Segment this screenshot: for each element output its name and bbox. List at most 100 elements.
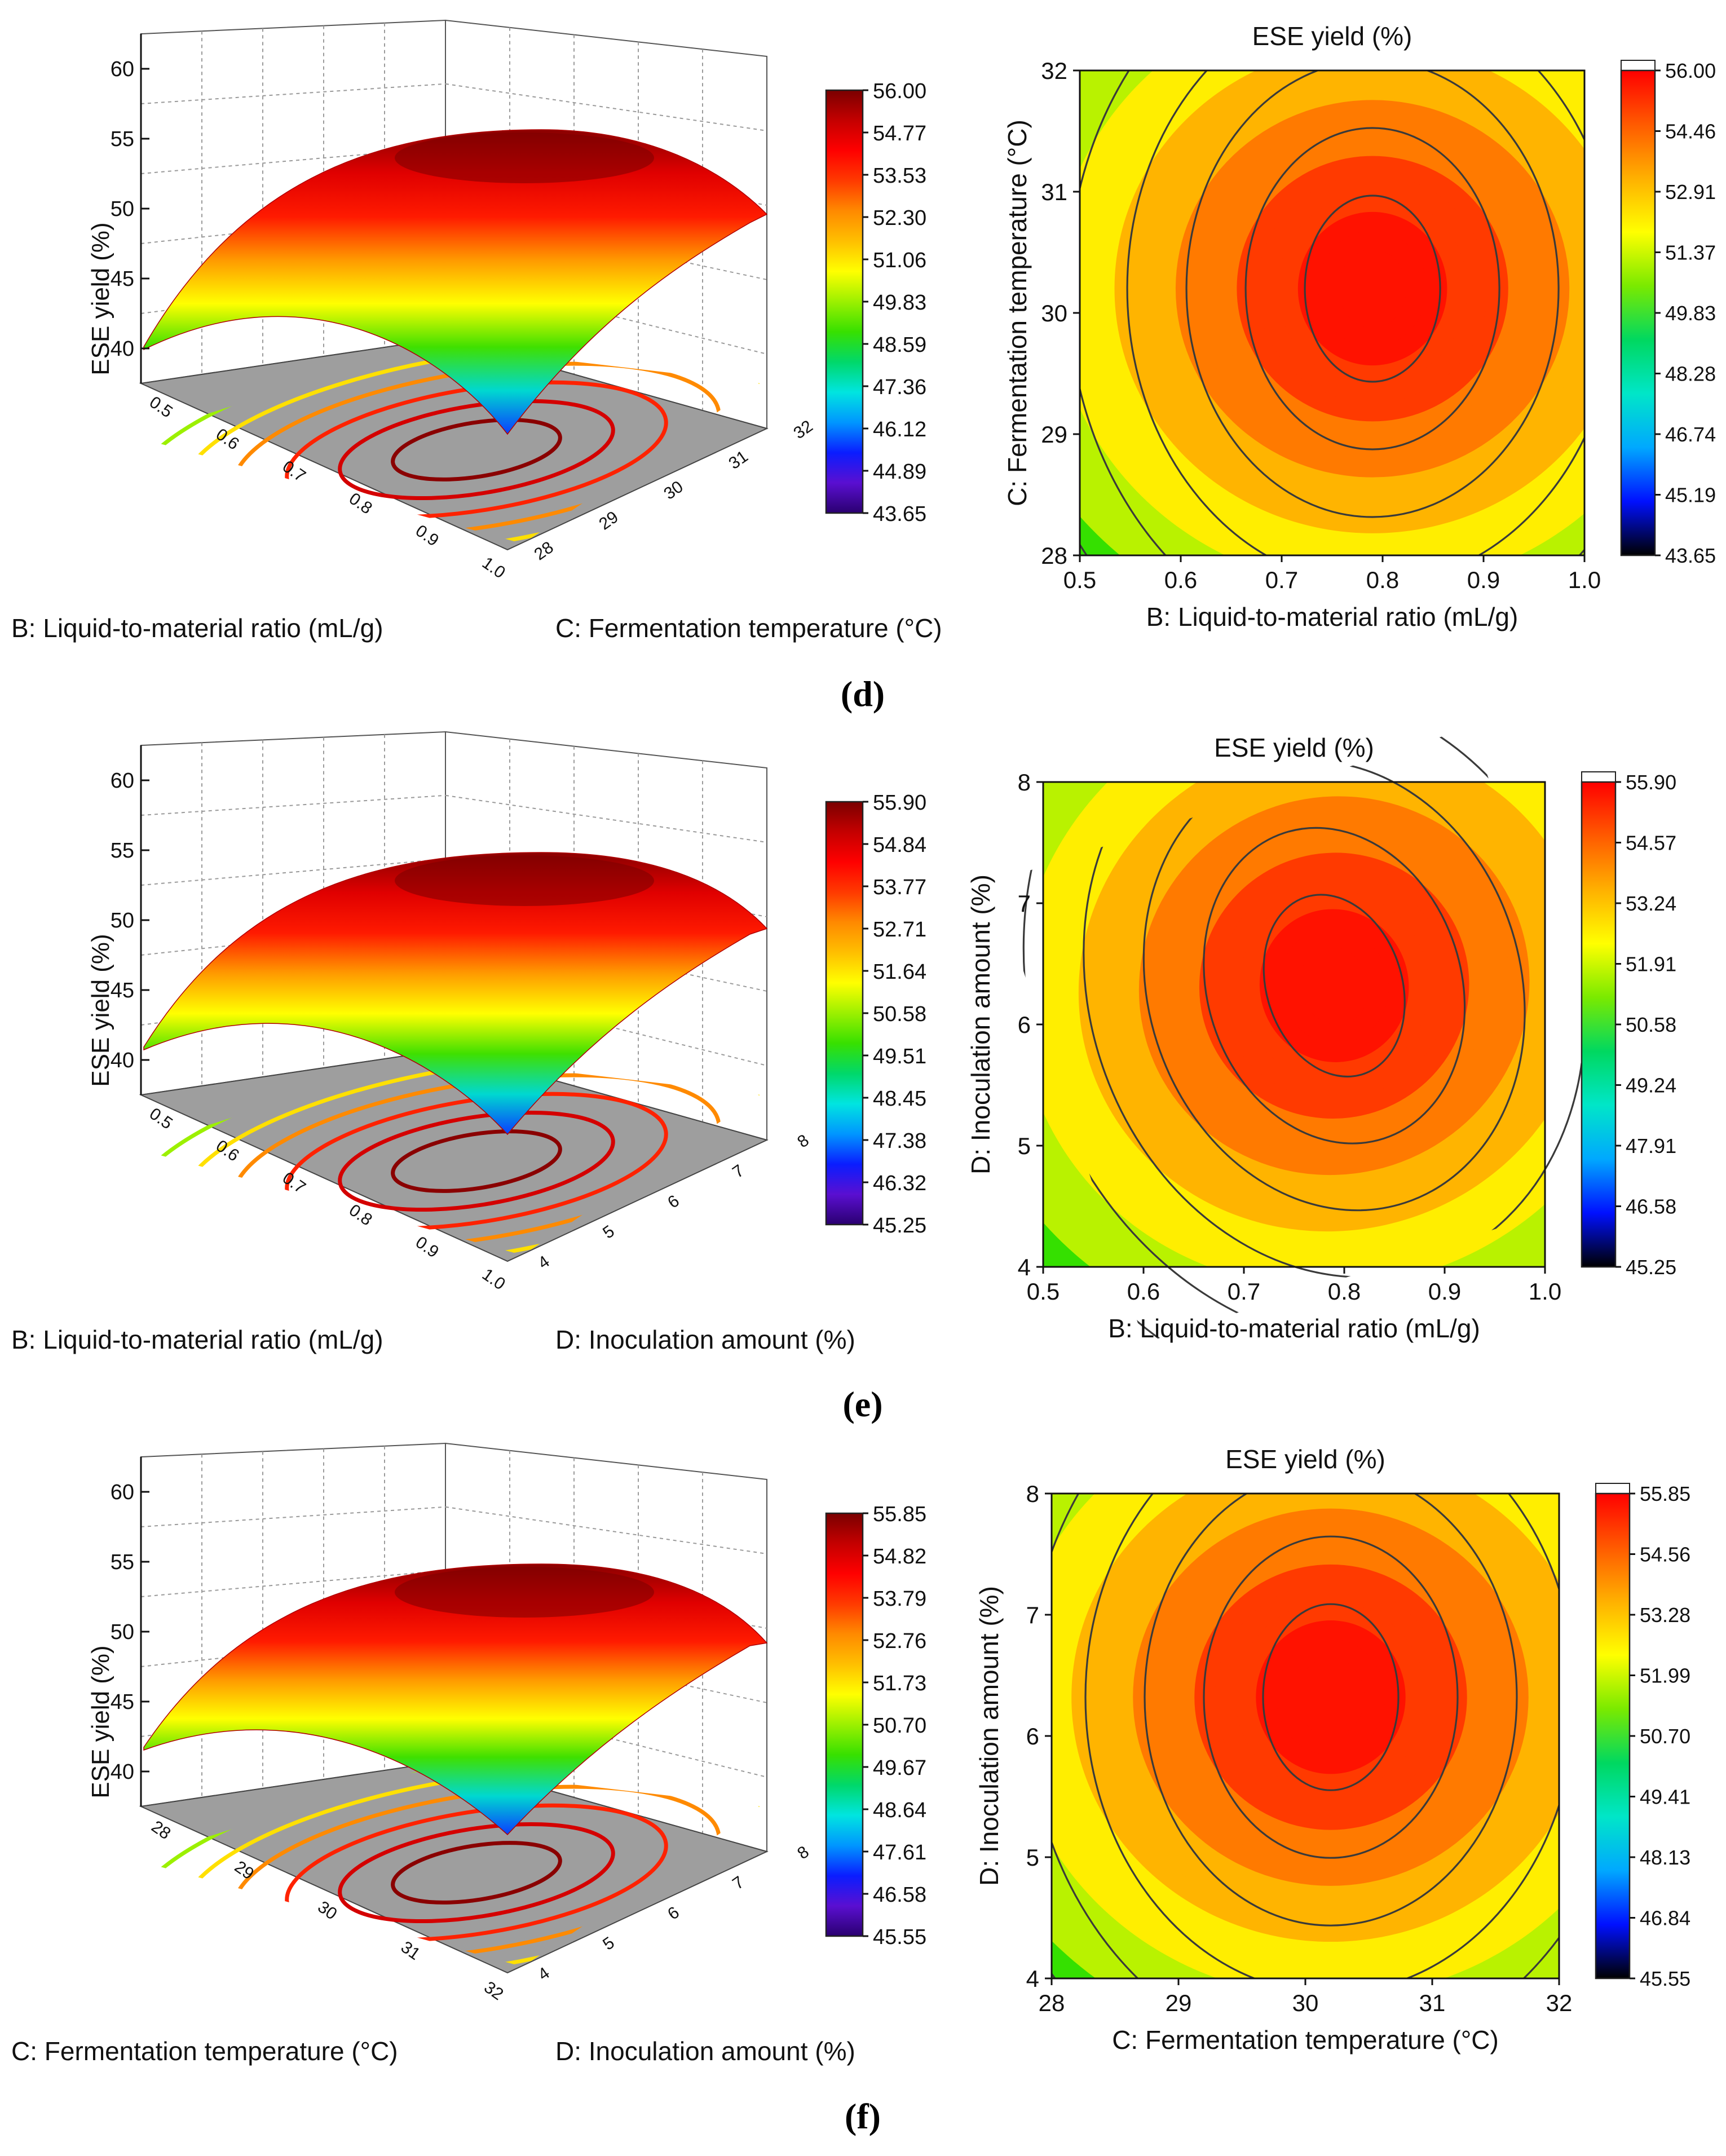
contour-colorbar-label: 46.74 xyxy=(1665,423,1716,446)
contour-colorbar-label: 50.70 xyxy=(1640,1725,1690,1748)
floor-contour-ring xyxy=(338,1822,615,1924)
contour-xtick-label: 0.7 xyxy=(1228,1278,1260,1305)
z-tick-label: 50 xyxy=(111,1620,134,1644)
surface-colorbar-label: 48.45 xyxy=(873,1087,926,1111)
surface-colorbar-label: 49.51 xyxy=(873,1045,926,1068)
contour-colorbar-label: 46.84 xyxy=(1640,1907,1690,1930)
surface-colorbar-label: 46.12 xyxy=(873,418,926,441)
surface-peak xyxy=(395,1567,654,1618)
surface-colorbar-label: 46.32 xyxy=(873,1172,926,1195)
contour-xtick-label: 0.5 xyxy=(1027,1278,1060,1305)
contour-ytick-label: 6 xyxy=(1018,1011,1031,1038)
contour-xtick-label: 1.0 xyxy=(1529,1278,1561,1305)
surface-colorbar-label: 51.06 xyxy=(873,249,926,272)
contour-colorbar xyxy=(1596,1494,1630,1978)
contour-colorbar-label: 45.25 xyxy=(1626,1256,1676,1279)
floor-right-tick: 8 xyxy=(794,1843,813,1863)
wall-gridline xyxy=(445,794,767,843)
contour-xtick-label: 32 xyxy=(1546,1990,1573,2016)
contour-xtick-label: 28 xyxy=(1039,1990,1065,2016)
surface-colorbar-label: 55.85 xyxy=(873,1503,926,1526)
contour-xtick-label: 29 xyxy=(1166,1990,1192,2016)
contour-xtick-label: 30 xyxy=(1292,1990,1319,2016)
contour-ytick-label: 8 xyxy=(1018,769,1031,796)
floor-left-tick: 30 xyxy=(314,1898,340,1924)
response-surface xyxy=(143,852,768,1136)
contour-ytick-label: 4 xyxy=(1026,1965,1039,1992)
floor-right-tick: 30 xyxy=(660,478,686,503)
floor-right-tick: 4 xyxy=(535,1964,553,1985)
contour-line xyxy=(1126,70,1584,555)
contour-colorbar xyxy=(1582,782,1615,1267)
surface-colorbar-label: 51.73 xyxy=(873,1672,926,1695)
surface-colorbar-label: 54.82 xyxy=(873,1545,926,1569)
floor-right-tick: 5 xyxy=(599,1222,618,1243)
surface-colorbar-label: 45.55 xyxy=(873,1925,926,1949)
contour-ytick-label: 7 xyxy=(1026,1602,1039,1628)
contour-ytick-label: 29 xyxy=(1041,421,1067,448)
contour-xlabel: B: Liquid-to-material ratio (mL/g) xyxy=(1108,1314,1480,1343)
contour-colorbar-label: 55.90 xyxy=(1626,771,1676,794)
floor-right-tick: 29 xyxy=(595,507,621,533)
z-tick-label: 60 xyxy=(111,58,134,81)
contour-colorbar-label: 46.58 xyxy=(1626,1195,1676,1218)
contour-line xyxy=(1263,894,1406,1078)
contour-ytick-label: 31 xyxy=(1041,179,1067,205)
surface-colorbar-label: 50.58 xyxy=(873,1002,926,1026)
z-tick-label: 50 xyxy=(111,197,134,221)
surface-colorbar-label: 47.38 xyxy=(873,1129,926,1153)
wall-gridline xyxy=(140,83,446,104)
surface-colorbar-label: 52.76 xyxy=(873,1629,926,1653)
floor-contour-ring xyxy=(391,1129,562,1193)
z-tick-label: 55 xyxy=(111,1550,134,1574)
floor-left-tick: 1.0 xyxy=(479,554,509,582)
floor-right-axis-label: D: Inoculation amount (%) xyxy=(555,1325,855,1354)
contour-title: ESE yield (%) xyxy=(1225,1444,1385,1474)
z-tick-label: 40 xyxy=(111,1049,134,1072)
colorbar-cap xyxy=(1621,60,1656,71)
wall-gridline xyxy=(445,83,767,131)
contour-xtick-label: 0.6 xyxy=(1127,1278,1160,1305)
floor-left-tick: 0.6 xyxy=(213,425,242,454)
contour-line xyxy=(1262,1603,1400,1791)
surface-colorbar-label: 45.25 xyxy=(873,1214,926,1238)
contour-xtick-label: 0.9 xyxy=(1467,567,1500,593)
wall-gridline xyxy=(140,794,446,816)
floor-right-tick: 28 xyxy=(531,538,557,564)
surface-colorbar-label: 47.61 xyxy=(873,1841,926,1865)
panel-d: 40 45 50 55 60 ESE yield (%) 0.5 0.6 0.7 0.8 0.9 1.… xyxy=(11,19,1716,643)
surface-colorbar-label: 50.70 xyxy=(873,1714,926,1738)
contour-ytick-label: 4 xyxy=(1018,1254,1031,1280)
contour-colorbar-label: 45.55 xyxy=(1640,1967,1690,1990)
floor-right-tick: 4 xyxy=(535,1252,553,1273)
contour-colorbar-label: 53.28 xyxy=(1640,1603,1690,1627)
contour-colorbar-label: 45.19 xyxy=(1665,484,1716,507)
contour-colorbar-label: 48.13 xyxy=(1640,1846,1690,1869)
surface-peak xyxy=(395,855,654,906)
contour-colorbar-label: 50.58 xyxy=(1626,1013,1676,1036)
contour-colorbar-label: 47.91 xyxy=(1626,1134,1676,1157)
contour-ytick-label: 8 xyxy=(1026,1481,1039,1507)
contour-ytick-label: 30 xyxy=(1041,300,1067,326)
surface-colorbar-label: 53.53 xyxy=(873,164,926,188)
contour-plot: ESE yield (%) 0.5 0.6 0.7 0.8 0.9 1.0 28 29 30 31 3… xyxy=(1003,21,1716,631)
contour-ytick-label: 28 xyxy=(1041,542,1067,569)
z-tick-label: 45 xyxy=(111,267,134,291)
contour-colorbar-label: 54.57 xyxy=(1626,832,1676,855)
contour-xtick-label: 31 xyxy=(1419,1990,1446,2016)
floor-left-axis-label: C: Fermentation temperature (°C) xyxy=(11,2036,398,2066)
floor-left-tick: 0.7 xyxy=(279,457,309,486)
floor-contour-ring xyxy=(338,1110,615,1212)
contour-fill xyxy=(1080,70,1584,555)
floor-left-tick: 0.9 xyxy=(412,1233,442,1262)
floor-right-axis-label: C: Fermentation temperature (°C) xyxy=(555,613,942,643)
contour-xtick-label: 0.9 xyxy=(1428,1278,1461,1305)
contour-xlabel: B: Liquid-to-material ratio (mL/g) xyxy=(1146,602,1518,631)
floor-left-axis-label: B: Liquid-to-material ratio (mL/g) xyxy=(11,1325,383,1354)
contour-ytick-label: 5 xyxy=(1018,1133,1031,1159)
contour-ytick-label: 32 xyxy=(1041,58,1067,84)
z-tick-label: 60 xyxy=(111,1481,134,1504)
floor-left-tick: 32 xyxy=(480,1978,506,2004)
